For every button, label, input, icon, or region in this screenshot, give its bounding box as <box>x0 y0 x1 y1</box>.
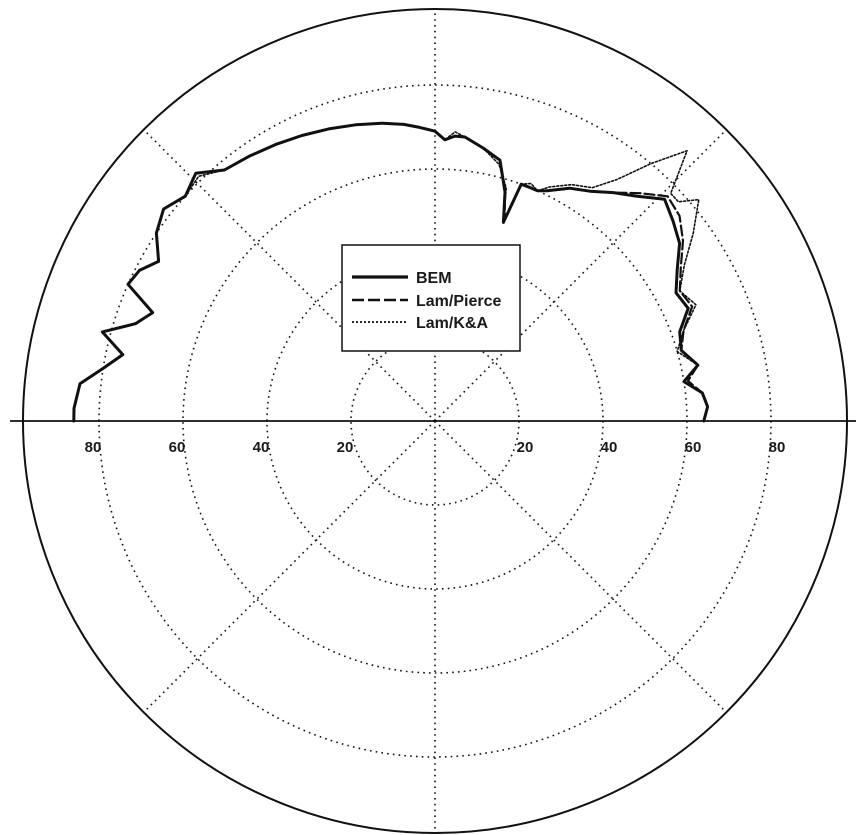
r-tick-label-left-60: 60 <box>169 439 186 456</box>
r-tick-label-right-20: 20 <box>517 439 534 456</box>
r-tick-label-left-40: 40 <box>253 439 270 456</box>
radial-tick-labels: 20 20 40 40 60 60 80 80 <box>85 439 786 456</box>
legend-label-lam-pierce: Lam/Pierce <box>416 293 501 310</box>
r-tick-label-right-60: 60 <box>685 439 702 456</box>
grid-spoke-315 <box>434 420 727 713</box>
grid-spoke-45 <box>434 129 727 422</box>
legend-label-bem: BEM <box>416 270 452 287</box>
data-series <box>72 121 710 423</box>
legend-label-lam-ka: Lam/K&A <box>416 315 488 332</box>
r-tick-label-right-80: 80 <box>769 439 786 456</box>
legend-box <box>341 244 521 352</box>
grid-spoke-225 <box>143 420 436 713</box>
polar-grid <box>10 8 856 834</box>
series-line-lam-k-a <box>73 122 709 422</box>
r-tick-label-left-20: 20 <box>337 439 354 456</box>
legend: BEM Lam/Pierce Lam/K&A <box>341 244 521 352</box>
r-tick-label-right-40: 40 <box>601 439 618 456</box>
r-tick-label-left-80: 80 <box>85 439 102 456</box>
